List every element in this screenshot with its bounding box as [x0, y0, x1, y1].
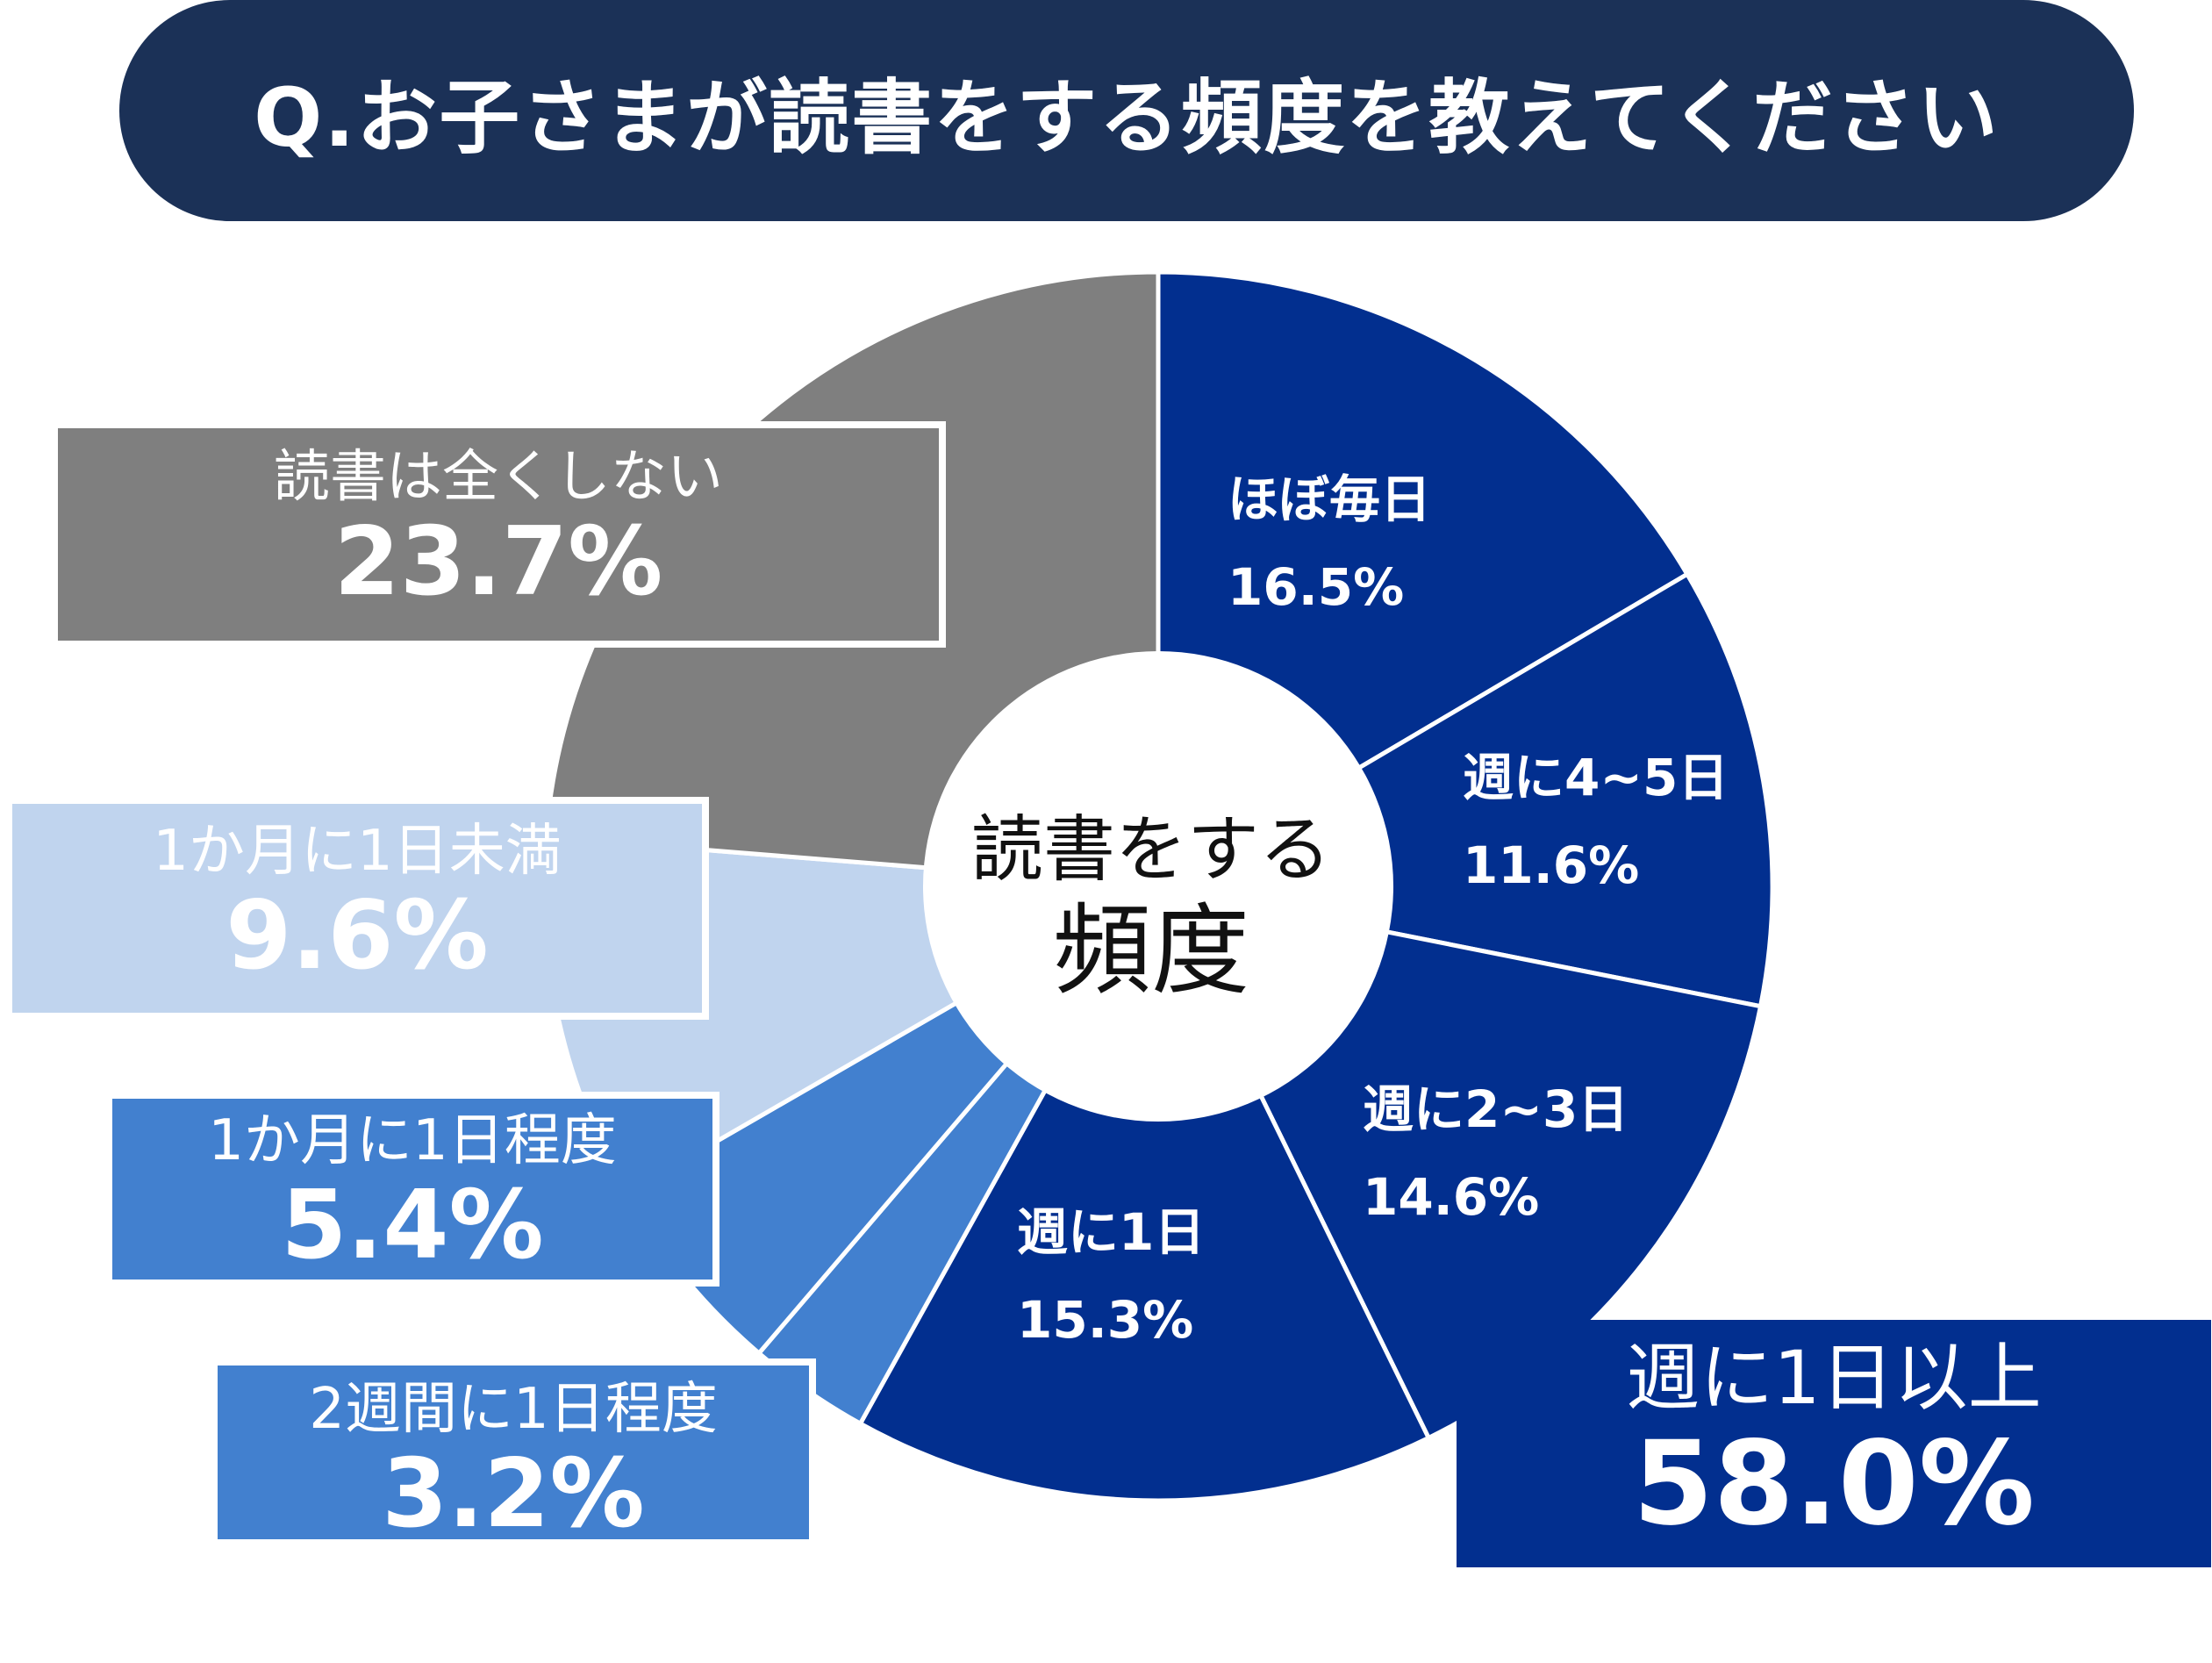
- callout-biweekly-value: 3.2%: [382, 1438, 645, 1549]
- pie-slice: [857, 881, 1432, 1503]
- summary-label: 週に1日以上: [1626, 1335, 2042, 1421]
- slice-label: 週に2~3日: [1363, 1079, 1629, 1139]
- title-banner: Q.お子さまが読書をする頻度を教えてください: [119, 0, 2134, 221]
- slice-value-label: 15.3%: [1017, 1290, 1193, 1350]
- donut-hole: [923, 651, 1393, 1122]
- slice-value-label: 16.5%: [1228, 557, 1404, 617]
- slice-label: 週に1日: [1017, 1202, 1205, 1262]
- chart-title: Q.お子さまが読書をする頻度を教えてください: [254, 70, 2000, 165]
- callout-less-than-monthly-label: 1か月に1日未満: [153, 819, 562, 884]
- callout-biweekly: 2週間に1日程度 3.2%: [211, 1358, 816, 1546]
- callout-none: 読書は全くしない 23.7%: [51, 421, 946, 648]
- center-label-line1: 読書をする: [971, 808, 1331, 892]
- callout-none-label: 読書は全くしない: [274, 445, 723, 510]
- callout-none-value: 23.7%: [333, 506, 663, 617]
- callout-less-than-monthly: 1か月に1日未満 9.6%: [5, 797, 709, 1020]
- callout-monthly: 1か月に1日程度 5.4%: [105, 1092, 719, 1287]
- callout-biweekly-label: 2週間に1日程度: [309, 1377, 718, 1442]
- slice-value-label: 11.6%: [1463, 835, 1639, 895]
- summary-value: 58.0%: [1633, 1416, 2035, 1552]
- callout-less-than-monthly-value: 9.6%: [225, 880, 489, 991]
- callout-monthly-label: 1か月に1日程度: [208, 1108, 617, 1173]
- slice-value-label: 14.6%: [1363, 1167, 1539, 1227]
- slice-label: 週に4~5日: [1463, 748, 1729, 807]
- callout-monthly-value: 5.4%: [281, 1170, 544, 1280]
- slice-label: ほぼ毎日: [1228, 470, 1431, 529]
- summary-weekly-or-more: 週に1日以上 58.0%: [1457, 1320, 2211, 1567]
- center-label-line2: 頻度: [1053, 894, 1249, 1008]
